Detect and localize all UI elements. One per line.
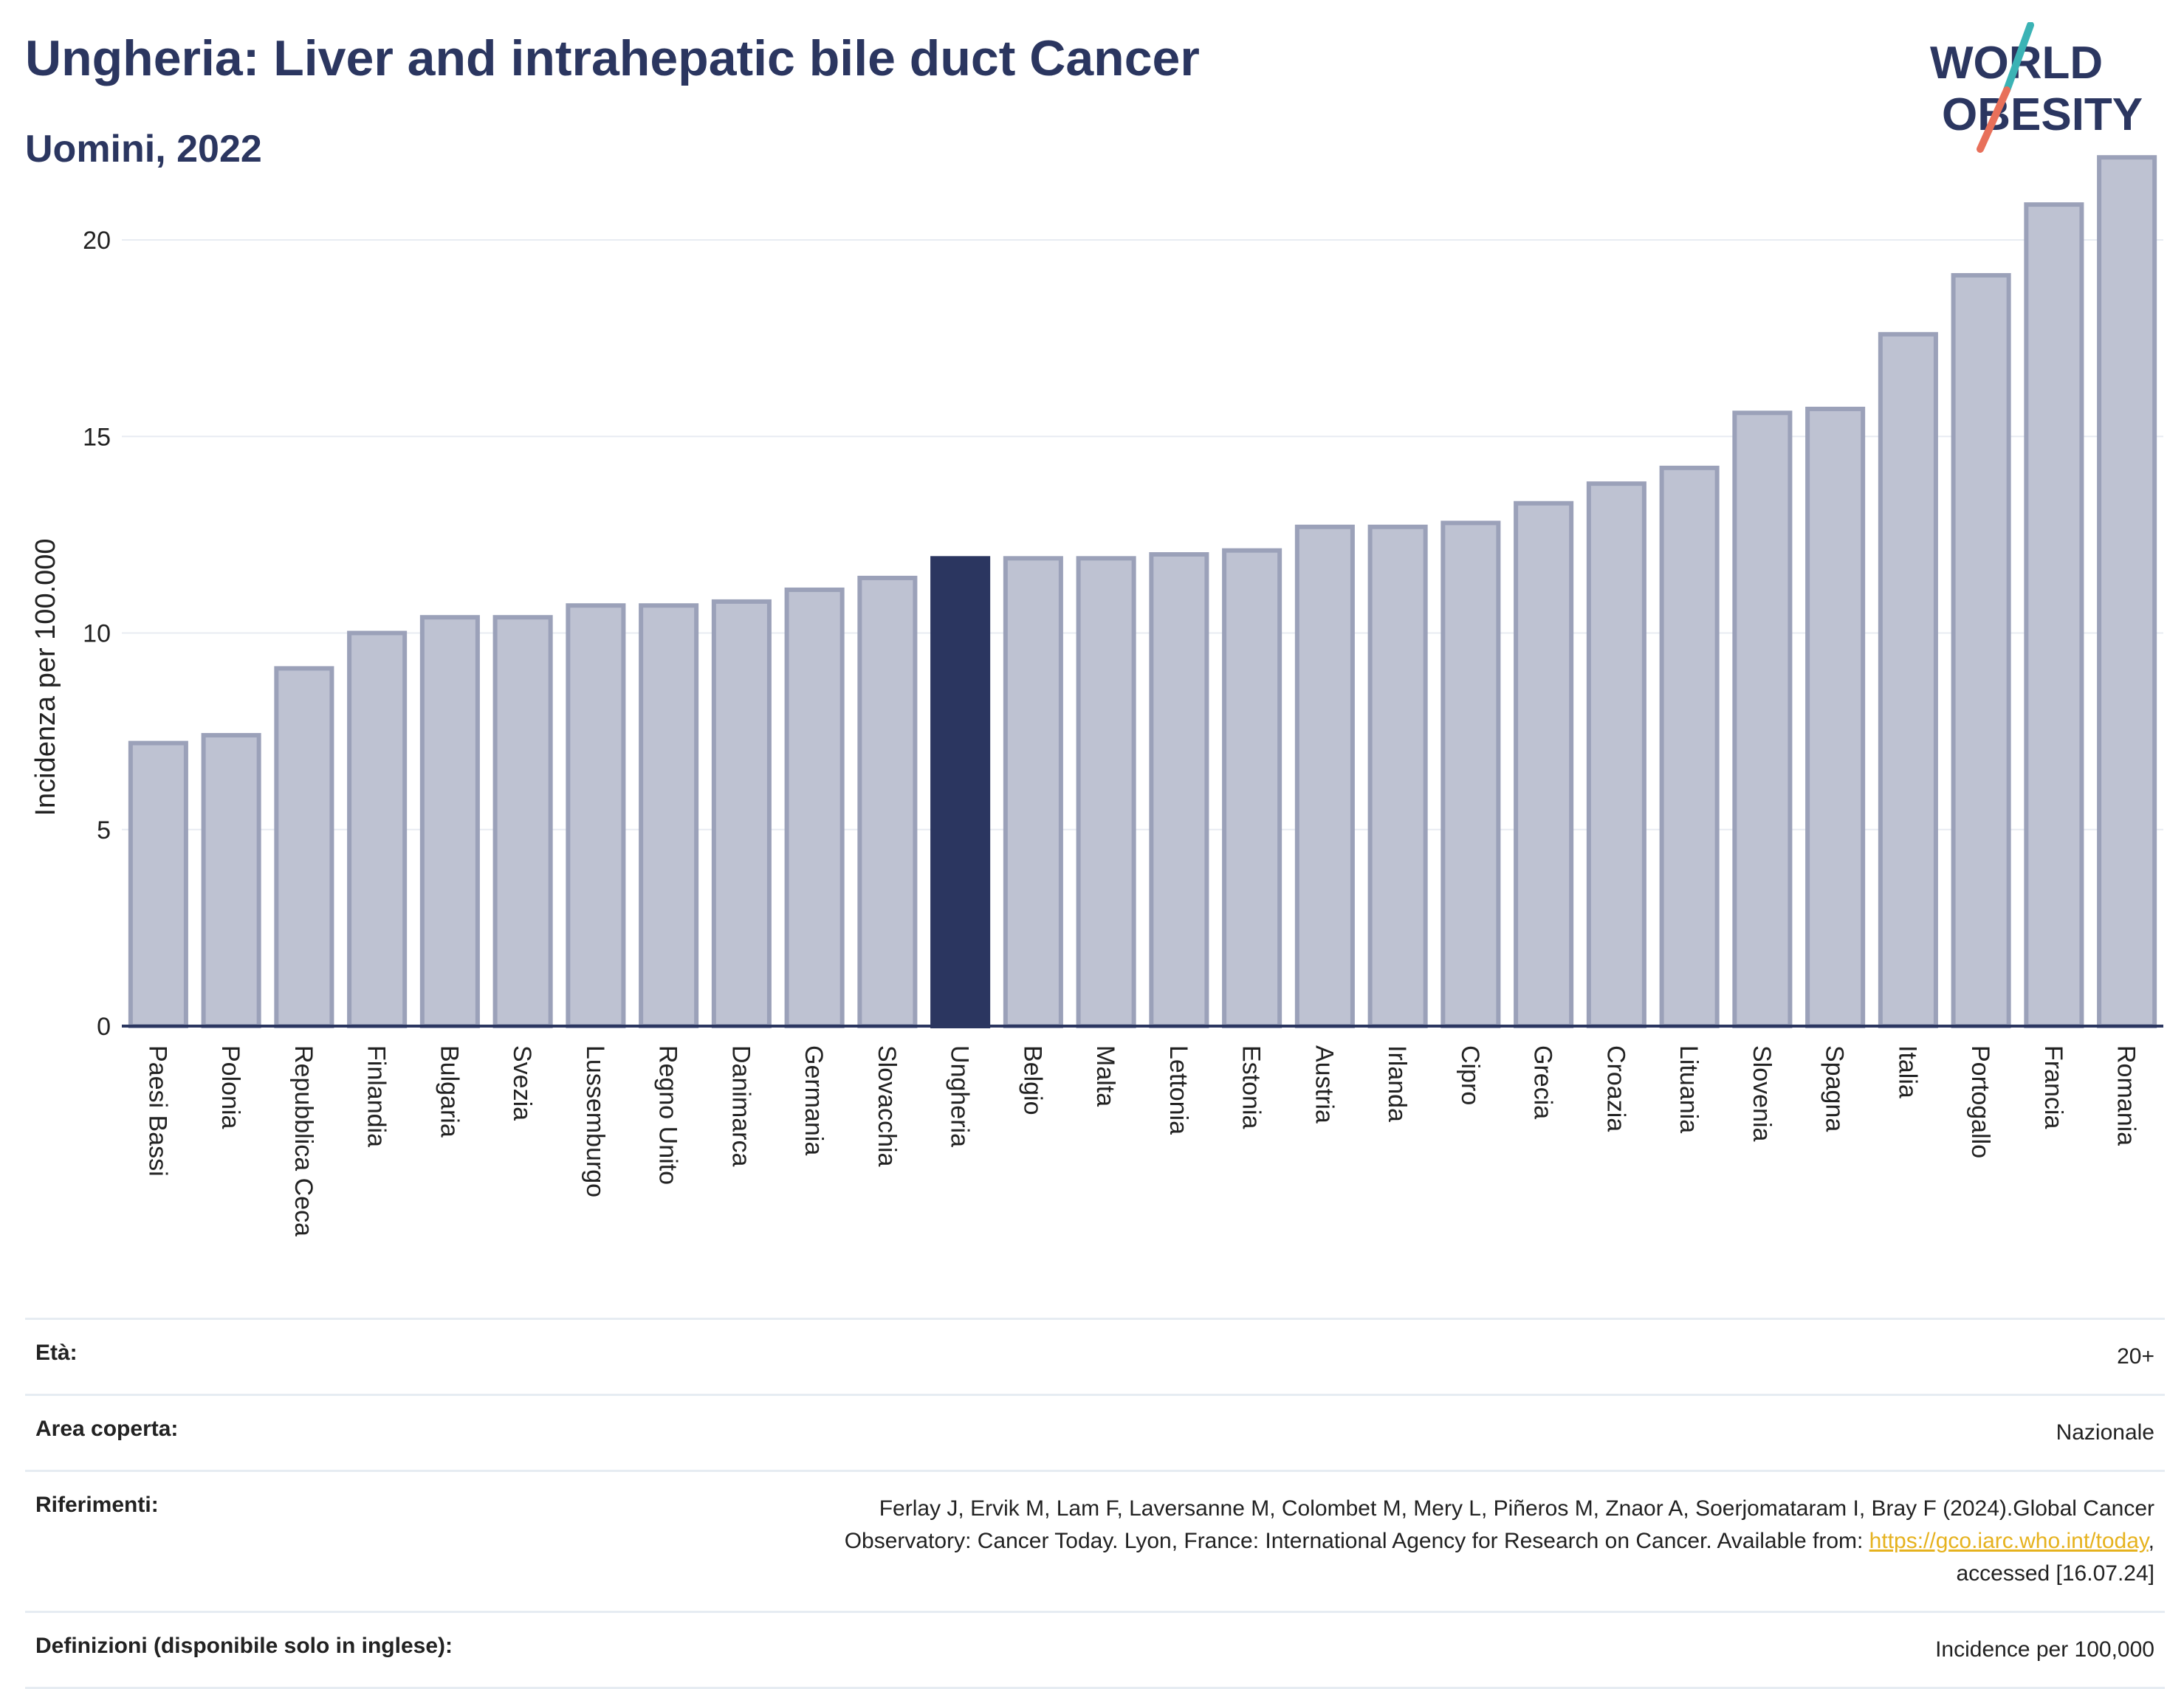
meta-label-definitions: Definizioni (disponibile solo in inglese… — [35, 1634, 453, 1658]
bar-croazia — [1586, 481, 1646, 1028]
bar-estonia — [1222, 548, 1282, 1028]
reference-text-2: Observatory: Cancer Today. Lyon, France:… — [844, 1529, 1869, 1553]
bar-slovacchia — [857, 575, 918, 1028]
x-tick-label: Bulgaria — [435, 1045, 463, 1138]
x-tick-label: Lituania — [1675, 1045, 1703, 1133]
x-tick-label: Spagna — [1821, 1045, 1849, 1132]
bar-austria — [1294, 524, 1355, 1028]
bar-grecia — [1514, 500, 1574, 1028]
meta-label-age: Età: — [35, 1341, 78, 1365]
y-tick-label: 20 — [83, 227, 111, 255]
meta-row-age: Età: 20+ — [25, 1318, 2165, 1394]
x-tick-label: Regno Unito — [654, 1045, 682, 1185]
bar-spagna — [1805, 406, 1866, 1028]
x-tick-label: Irlanda — [1383, 1045, 1411, 1122]
bar-belgio — [1003, 556, 1063, 1028]
bar-svezia — [492, 615, 553, 1028]
bar-paesi-bassi — [128, 740, 188, 1028]
meta-row-definitions: Definizioni (disponibile solo in inglese… — [25, 1611, 2165, 1689]
chart-title: Ungheria: Liver and intrahepatic bile du… — [25, 30, 1200, 86]
y-tick-label: 5 — [97, 816, 111, 844]
bar-ungheria — [930, 556, 991, 1028]
bar-cipro — [1440, 520, 1501, 1028]
x-tick-label: Repubblica Ceca — [289, 1045, 317, 1236]
bar-lettonia — [1149, 552, 1209, 1028]
meta-label-references: Riferimenti: — [35, 1493, 159, 1517]
x-tick-label: Finlandia — [363, 1045, 391, 1147]
meta-value-references: Ferlay J, Ervik M, Lam F, Laversanne M, … — [845, 1493, 2154, 1590]
bar-portogallo — [1951, 272, 2011, 1028]
bars — [128, 155, 2157, 1029]
x-tick-label: Svezia — [508, 1045, 536, 1121]
bar-lituania — [1659, 465, 1720, 1028]
bar-francia — [2024, 202, 2084, 1029]
meta-value-definitions: Incidence per 100,000 — [1935, 1637, 2154, 1662]
logo-slash-bottom — [1977, 86, 2010, 153]
y-tick-label: 0 — [97, 1013, 111, 1041]
reference-text-4: accessed [16.07.24] — [1956, 1561, 2154, 1586]
meta-row-area: Area coperta: Nazionale — [25, 1394, 2165, 1470]
bar-finlandia — [347, 630, 408, 1028]
x-tick-label: Croazia — [1601, 1045, 1630, 1132]
bar-lussemburgo — [566, 603, 626, 1028]
logo-text-obesity: OBESITY — [1942, 89, 2143, 140]
logo-slash-top — [2003, 22, 2034, 94]
x-tick-label: Slovacchia — [873, 1045, 901, 1167]
y-axis-title: Incidenza per 100.000 — [30, 538, 61, 816]
x-tick-label: Germania — [800, 1045, 828, 1155]
meta-label-area: Area coperta: — [35, 1417, 179, 1441]
x-tick-label: Paesi Bassi — [143, 1045, 171, 1177]
meta-value-age: 20+ — [2117, 1344, 2154, 1369]
x-tick-label: Francia — [2039, 1045, 2067, 1129]
x-tick-label: Cipro — [1456, 1045, 1484, 1105]
bar-repubblica-ceca — [274, 666, 334, 1028]
bar-germania — [784, 587, 845, 1028]
bar-danimarca — [711, 599, 772, 1028]
x-tick-label: Malta — [1091, 1045, 1119, 1107]
x-tick-label: Austria — [1310, 1045, 1338, 1124]
x-tick-label: Lettonia — [1164, 1045, 1192, 1135]
x-tick-labels: Paesi Bassi Polonia Repubblica Ceca Finland… — [143, 1045, 2140, 1236]
y-tick-label: 15 — [83, 423, 111, 451]
chart-subtitle: Uomini, 2022 — [25, 128, 262, 171]
bar-slovenia — [1732, 410, 1793, 1028]
bar-polonia — [201, 732, 261, 1028]
x-tick-label: Italia — [1893, 1045, 1921, 1098]
x-tick-label: Lussemburgo — [581, 1045, 609, 1197]
x-tick-label: Grecia — [1529, 1045, 1557, 1119]
reference-link[interactable]: https://gco.iarc.who.int/today — [1869, 1529, 2149, 1553]
bar-italia — [1878, 331, 1938, 1028]
meta-value-area: Nazionale — [2056, 1420, 2154, 1445]
x-tick-label: Portogallo — [1966, 1045, 1994, 1158]
x-tick-label: Slovenia — [1748, 1045, 1776, 1142]
y-tick-label: 10 — [83, 620, 111, 648]
reference-text-1: Ferlay J, Ervik M, Lam F, Laversanne M, … — [879, 1496, 2154, 1521]
bar-regno-unito — [639, 603, 699, 1028]
bar-irlanda — [1367, 524, 1428, 1028]
x-tick-label: Polonia — [216, 1045, 244, 1129]
y-tick-labels: 0 5 10 15 20 — [83, 227, 111, 1041]
x-tick-label: Romania — [2112, 1045, 2140, 1146]
bar-romania — [2097, 155, 2157, 1028]
reference-text-3: , — [2148, 1529, 2154, 1553]
x-tick-label: Danimarca — [727, 1045, 755, 1166]
x-tick-label: Ungheria — [946, 1045, 974, 1147]
x-tick-label: Estonia — [1237, 1045, 1266, 1129]
bar-malta — [1076, 556, 1136, 1028]
bar-chart: 0 5 10 15 20 Paesi Bassi Polonia Repubblica Ce… — [30, 155, 2163, 1236]
x-tick-label: Belgio — [1018, 1045, 1046, 1115]
meta-row-references: Riferimenti: Ferlay J, Ervik M, Lam F, L… — [25, 1470, 2165, 1611]
bar-bulgaria — [419, 615, 480, 1028]
metadata-table: Età: 20+ Area coperta: Nazionale Riferim… — [25, 1318, 2165, 1689]
world-obesity-logo: WORLD OBESITY — [1930, 22, 2143, 153]
